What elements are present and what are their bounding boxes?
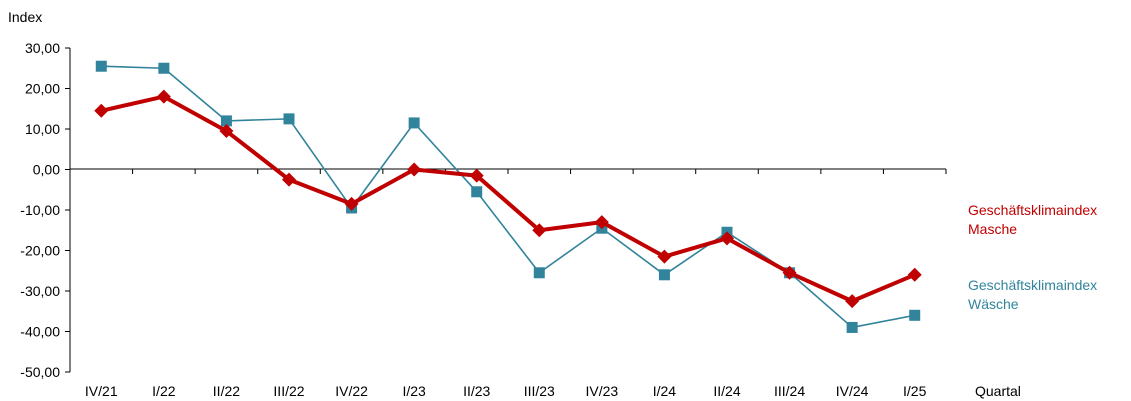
legend-masche-line1: Geschäftsklimaindex — [968, 202, 1097, 218]
x-tick-label: IV/21 — [85, 383, 118, 399]
y-tick-label: 10,00 — [25, 121, 60, 137]
x-tick-label: I/22 — [152, 383, 176, 399]
x-tick-label: IV/24 — [836, 383, 869, 399]
data-point-waesche — [533, 267, 545, 279]
data-point-masche — [594, 215, 609, 230]
series-layer — [94, 60, 922, 333]
data-point-waesche — [95, 60, 107, 72]
series-line-masche — [100, 94, 916, 304]
data-point-masche — [532, 223, 547, 238]
data-point-waesche — [909, 309, 921, 321]
y-tick-label: -20,00 — [20, 243, 60, 259]
x-tick-label: III/23 — [524, 383, 555, 399]
y-tick-label: 30,00 — [25, 40, 60, 56]
x-tick-label: IV/22 — [335, 383, 368, 399]
x-axis-title: Quartal — [975, 383, 1021, 399]
x-tick-label: II/22 — [213, 383, 240, 399]
x-tick-label: IV/23 — [586, 383, 619, 399]
x-tick-label: III/24 — [774, 383, 805, 399]
data-point-masche — [720, 231, 734, 246]
x-tick-label: I/23 — [402, 383, 426, 399]
data-point-waesche — [658, 269, 670, 281]
series-line-waesche — [101, 65, 915, 329]
x-tick-label: I/25 — [903, 383, 927, 399]
data-point-waesche — [283, 113, 295, 125]
legend-masche-line2: Masche — [968, 221, 1017, 237]
legend-waesche-line2: Wäsche — [968, 296, 1019, 312]
y-tick-label: 20,00 — [25, 81, 60, 97]
data-point-masche — [94, 103, 109, 118]
y-tick-label: -10,00 — [20, 202, 60, 218]
data-point-waesche — [158, 62, 170, 74]
data-point-masche — [845, 294, 860, 309]
data-point-waesche — [408, 117, 420, 129]
x-tick-label: I/24 — [653, 383, 677, 399]
data-point-waesche — [471, 186, 483, 198]
legend: Geschäftsklimaindex Masche Geschäftsklim… — [968, 202, 1097, 312]
data-point-waesche — [220, 115, 232, 127]
data-point-masche — [219, 124, 234, 139]
y-tick-label: -40,00 — [20, 324, 60, 340]
data-point-masche — [407, 162, 422, 177]
x-tick-label: II/24 — [713, 383, 740, 399]
x-tick-label: II/23 — [463, 383, 490, 399]
x-tick-label: III/22 — [273, 383, 304, 399]
data-point-masche — [156, 89, 171, 104]
y-axis-title: Index — [8, 9, 42, 25]
legend-waesche-line1: Geschäftsklimaindex — [968, 277, 1097, 293]
data-point-masche — [657, 249, 672, 264]
data-point-waesche — [846, 321, 858, 333]
data-point-masche — [907, 267, 922, 282]
data-point-masche — [469, 168, 484, 183]
axes: 30,00 20,00 10,00 0,00 -10,00 -20,00 -30,00 -40… — [20, 40, 947, 399]
y-tick-label: -50,00 — [20, 364, 60, 380]
data-point-masche — [282, 172, 296, 187]
data-point-masche — [344, 196, 359, 211]
y-tick-label: 0,00 — [33, 162, 60, 178]
y-tick-label: -30,00 — [20, 283, 60, 299]
data-point-masche — [782, 265, 797, 280]
